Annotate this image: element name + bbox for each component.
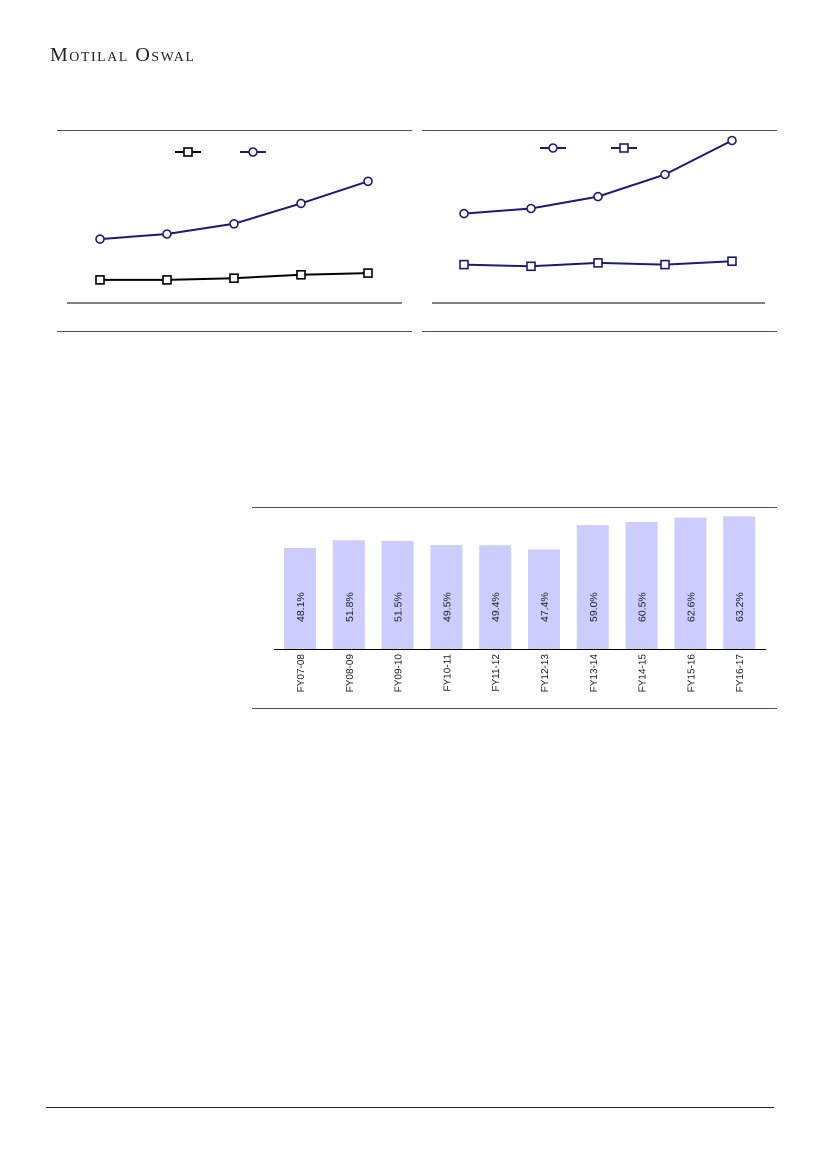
x-tick-label: FY09-10 [394,654,405,693]
series-2-point [95,234,105,244]
bar [332,540,365,649]
x-tick-label: FY11-12 [491,654,502,692]
series-2-point [459,259,469,270]
series-1-point [593,191,603,202]
series-1-point [526,203,536,214]
bar-value-label: 63.2% [734,592,746,622]
legend-swatch-marker [248,147,258,157]
series-2-point [162,229,172,239]
bar-value-label: 48.1% [295,592,307,622]
series-1-point [229,273,239,283]
bar-value-label: 62.6% [685,592,697,622]
x-tick-label: FY15-16 [686,654,697,693]
line-chart-2-svg [422,130,777,332]
line-chart-1 [57,126,412,336]
bar-value-label: 47.4% [539,592,551,622]
x-tick-label: FY14-15 [638,654,649,693]
bar-value-label: 51.8% [344,592,356,622]
footer-divider [46,1107,774,1108]
bar-value-label: 51.5% [393,592,405,622]
series-2-point [526,261,536,272]
series-2-point [296,198,306,209]
series-1-point [95,275,105,285]
series-1-point [459,208,469,219]
series-1-point [660,169,670,180]
bar-value-label: 49.5% [441,592,453,622]
brand-logo: MOTILAL OSWAL [50,44,196,66]
bar [381,540,414,649]
series-1-line [463,139,733,215]
series-1-point [296,270,306,280]
x-tick-label: FY10-11 [442,654,453,692]
series-1-point [162,275,172,285]
bar [625,521,658,649]
legend-swatch-marker [183,147,193,157]
bar [674,517,707,649]
series-1-point [363,268,373,278]
x-tick-label: FY16-17 [735,654,746,693]
x-tick-label: FY13-14 [589,654,600,693]
line-chart-1-svg [57,130,412,332]
x-tick-label: FY07-08 [296,654,307,693]
bar-value-label: 49.4% [490,592,502,622]
bar [723,516,756,649]
bar-chart-svg: 48.1% FY07-08 51.8% FY08-09 51.5% FY09-10 49.5… [252,507,777,709]
bar [479,545,512,649]
series-2-point [660,259,670,270]
series-2-point [363,176,373,187]
legend-swatch-marker [548,143,558,153]
series-2-point [593,258,603,268]
bar-value-label: 60.5% [637,592,649,622]
bar [430,545,463,649]
x-tick-label: FY08-09 [345,654,356,693]
bar-value-label: 59.0% [588,592,600,622]
x-tick-label: FY12-13 [540,654,551,693]
series-1-point [727,135,737,146]
series-2-line [99,180,369,241]
bar-chart: 48.1% FY07-08 51.8% FY08-09 51.5% FY09-10 49.5… [252,502,777,714]
bar [576,525,609,649]
legend-swatch-marker [619,143,629,153]
series-2-point [229,219,239,229]
bar [284,547,316,649]
bar [528,549,560,649]
line-chart-2 [422,126,777,336]
series-2-point [727,256,737,266]
